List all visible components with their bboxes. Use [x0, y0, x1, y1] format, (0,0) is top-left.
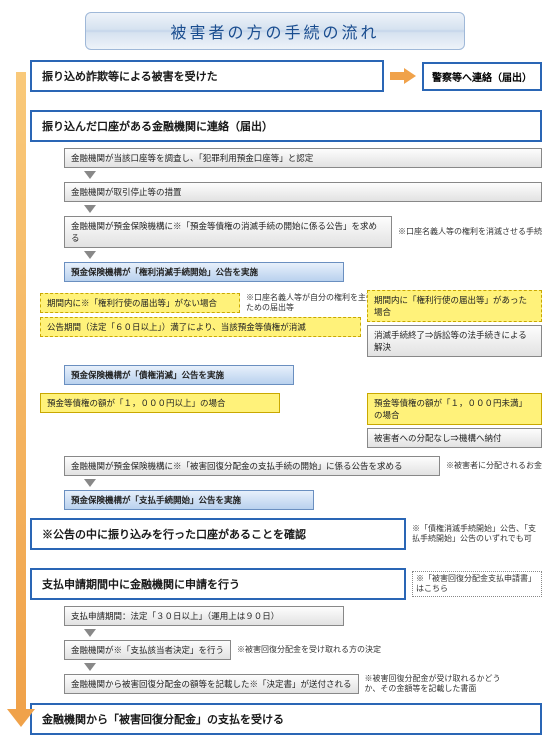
note-b9: ※被害者に分配されるお金: [446, 461, 542, 471]
arrow-down-icon: [84, 171, 96, 179]
bar-over-1000: 預金等債権の額が「１，０００円以上」の場合: [40, 393, 280, 413]
arrow-down-icon: [84, 629, 96, 637]
note-b13: ※被害回復分配金が受け取れるかどうか、その金額等を記載した書面: [365, 674, 515, 695]
bar-under-1000: 預金等債権の額が「１，０００円未満」の場合: [367, 393, 542, 425]
stage-2: 振り込んだ口座がある金融機関に連絡（届出）: [30, 110, 542, 142]
bar-period-60: 公告期間（法定「６０日以上」）満了により、当該預金等債権が消滅: [40, 317, 361, 337]
stage-1-side: 警察等へ連絡（届出）: [422, 62, 542, 91]
arrow-down-icon: [84, 205, 96, 213]
stage-1-row: 振り込め詐欺等による被害を受けた 警察等へ連絡（届出）: [30, 60, 542, 92]
arrow-down-icon: [84, 479, 96, 487]
bar-lawsuit: 消滅手続終了⇒訴訟等の法手続きによる解決: [367, 325, 542, 357]
stage-4-sub: 支払申請期間：法定「３０日以上」（運用上は９０日） 金融機関が※「支払該当者決定…: [64, 606, 542, 695]
note-b3: ※口座名義人等の権利を消滅させる手続: [398, 227, 542, 237]
arrow-down-icon: [84, 663, 96, 671]
stage-5: 金融機関から「被害回復分配金」の支払を受ける: [30, 703, 542, 735]
bar-has-claim: 期間内に「権利行使の届出等」があった場合: [367, 290, 542, 322]
arrow-to-police: [390, 69, 416, 83]
flow-arrow-spine: [16, 72, 26, 711]
bar-notice-start: 預金保険機構が「権利消滅手続開始」公告を実施: [64, 262, 344, 282]
bar-request-pay-notice: 金融機関が預金保険機構に※「被害回復分配金の支払手続の開始」に係る公告を求める: [64, 456, 440, 476]
bar-request-notice: 金融機関が預金保険機構に※「預金等債権の消滅手続の開始に係る公告」を求める: [64, 216, 392, 248]
bar-extinction-notice: 預金保険機構が「債権消滅」公告を実施: [64, 365, 294, 385]
flow-arrow-head: [7, 709, 35, 727]
note-s4[interactable]: ※「被害回復分配金支払申請書」はこちら: [412, 571, 542, 598]
bar-pay-notice-start: 預金保険機構が「支払手続開始」公告を実施: [64, 490, 314, 510]
split-amount: 預金等債権の額が「１，０００円以上」の場合 預金等債権の額が「１，０００円未満」…: [40, 393, 542, 448]
arrow-down-icon: [84, 251, 96, 259]
split-rights-claim: 期間内に※「権利行使の届出等」がない場合 ※口座名義人等が自分の権利を主張するた…: [40, 290, 542, 357]
stage-5-row: 金融機関から「被害回復分配金」の支払を受ける: [30, 703, 542, 735]
bar-investigate: 金融機関が当該口座等を調査し、「犯罪利用預金口座等」と認定: [64, 148, 542, 168]
bar-apply-period: 支払申請期間：法定「３０日以上」（運用上は９０日）: [64, 606, 344, 626]
bar-no-distribution: 被害者への分配なし⇒機構へ納付: [367, 428, 542, 448]
flow-area: 振り込め詐欺等による被害を受けた 警察等へ連絡（届出） 振り込んだ口座がある金融…: [8, 60, 542, 735]
stage-1: 振り込め詐欺等による被害を受けた: [30, 60, 384, 92]
bar-decide-payee: 金融機関が※「支払該当者決定」を行う: [64, 640, 231, 660]
stage-4-row: 支払申請期間中に金融機関に申請を行う ※「被害回復分配金支払申請書」はこちら: [30, 568, 542, 600]
block-b7: 預金保険機構が「債権消滅」公告を実施: [64, 365, 542, 385]
note-s3: ※「債権消滅手続開始」公告、「支払手続開始」公告のいずれでも可: [412, 524, 542, 545]
stage-3-row: ※公告の中に振り込みを行った口座があることを確認 ※「債権消滅手続開始」公告、「…: [30, 518, 542, 550]
block-b9: 金融機関が預金保険機構に※「被害回復分配金の支払手続の開始」に係る公告を求める …: [64, 456, 542, 510]
stage-2-sub: 金融機関が当該口座等を調査し、「犯罪利用預金口座等」と認定 金融機関が取引停止等…: [64, 148, 542, 282]
bar-stop: 金融機関が取引停止等の措置: [64, 182, 542, 202]
stage-3: ※公告の中に振り込みを行った口座があることを確認: [30, 518, 406, 550]
stage-2-row: 振り込んだ口座がある金融機関に連絡（届出）: [30, 110, 542, 142]
bar-no-claim: 期間内に※「権利行使の届出等」がない場合: [40, 293, 240, 313]
stage-4: 支払申請期間中に金融機関に申請を行う: [30, 568, 406, 600]
page-title: 被害者の方の手続の流れ: [85, 12, 465, 50]
bar-decision-letter: 金融機関から被害回復分配金の額等を記載した※「決定書」が送付される: [64, 674, 359, 694]
